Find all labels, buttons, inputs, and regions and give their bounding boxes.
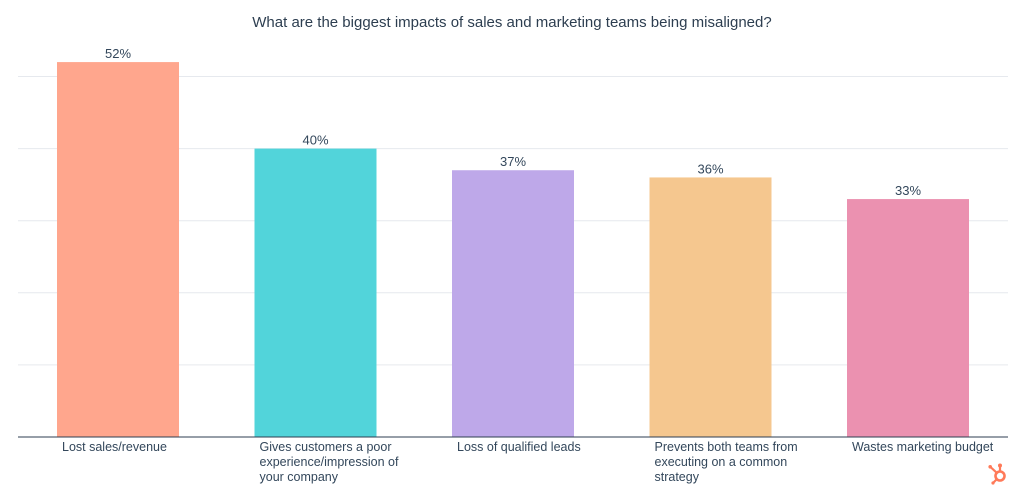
bar: [649, 177, 772, 437]
bar: [57, 62, 179, 438]
bar-value-label: 36%: [697, 161, 723, 176]
chart-title: What are the biggest impacts of sales an…: [252, 14, 772, 31]
category-label: Wastes marketing budget: [852, 440, 994, 454]
value-labels: 52% 40% 37% 36% 33%: [105, 46, 921, 198]
bar-value-label: 33%: [895, 183, 921, 198]
category-label: Prevents both teams from executing on a …: [654, 440, 798, 484]
bar-value-label: 40%: [302, 133, 328, 148]
bar: [254, 148, 377, 437]
bar: [847, 199, 969, 437]
bar-value-label: 52%: [105, 46, 131, 61]
bars: [57, 62, 969, 438]
bar: [452, 170, 574, 438]
category-label: Lost sales/revenue: [62, 440, 167, 454]
category-label: Loss of qualified leads: [457, 440, 581, 454]
hubspot-sprocket-icon: [988, 463, 1006, 485]
category-label: Gives customers a poor experience/impres…: [259, 440, 399, 484]
bar-value-label: 37%: [500, 154, 526, 169]
